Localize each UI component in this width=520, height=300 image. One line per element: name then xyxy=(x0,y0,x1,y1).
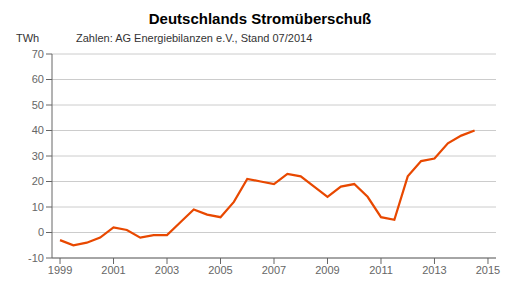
html-text:Zahlen: AG Energiebilanzen e.V: Zahlen: AG Energiebilanzen e.V., Stand 0… xyxy=(76,32,313,44)
svg-text:30: 30 xyxy=(32,150,44,162)
svg-text:50: 50 xyxy=(32,99,44,111)
svg-text:1999: 1999 xyxy=(48,264,72,276)
svg-text:2001: 2001 xyxy=(101,264,125,276)
svg-text:2007: 2007 xyxy=(262,264,286,276)
svg-text:2009: 2009 xyxy=(315,264,339,276)
svg-text:2005: 2005 xyxy=(208,264,232,276)
html-text:Deutschlands Stromüberschuß: Deutschlands Stromüberschuß xyxy=(148,10,372,27)
svg-text:0: 0 xyxy=(38,226,44,238)
svg-text:2003: 2003 xyxy=(155,264,179,276)
svg-text:70: 70 xyxy=(32,48,44,60)
svg-text:60: 60 xyxy=(32,73,44,85)
svg-text:-10: -10 xyxy=(28,252,44,264)
svg-text:2011: 2011 xyxy=(369,264,393,276)
svg-text:10: 10 xyxy=(32,201,44,213)
svg-text:40: 40 xyxy=(32,124,44,136)
html-text:TWh: TWh xyxy=(16,32,40,44)
svg-text:20: 20 xyxy=(32,175,44,187)
svg-text:2013: 2013 xyxy=(422,264,446,276)
svg-text:2015: 2015 xyxy=(476,264,500,276)
